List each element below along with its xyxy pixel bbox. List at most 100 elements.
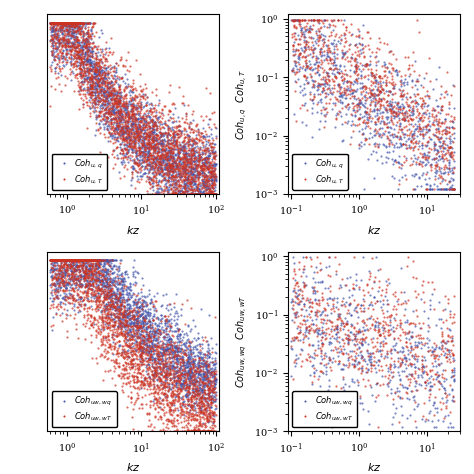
Point (359, 307, 367, 314)
Point (91, 72, 99, 80)
Point (53, 46, 60, 53)
Point (54, 282, 62, 289)
Point (124, 329, 131, 337)
Point (188, 401, 195, 409)
Point (83, 98, 91, 106)
Point (103, 290, 111, 297)
Point (387, 368, 395, 376)
Point (397, 336, 404, 344)
Point (53, 256, 60, 264)
Point (144, 345, 152, 353)
Point (168, 163, 175, 170)
Point (105, 118, 113, 125)
Point (171, 173, 178, 180)
Point (400, 367, 408, 374)
Point (68, 19, 76, 27)
Point (84, 29, 91, 36)
Point (382, 154, 390, 161)
Point (69, 22, 77, 30)
Point (123, 290, 131, 298)
Point (68, 41, 76, 49)
Point (89, 256, 97, 264)
Point (50, 256, 57, 264)
Point (320, 316, 328, 323)
Point (144, 324, 151, 331)
Point (129, 346, 137, 354)
Point (128, 325, 136, 332)
Point (103, 310, 111, 318)
Point (79, 256, 87, 264)
Point (195, 368, 202, 376)
Point (108, 290, 115, 297)
Point (351, 304, 359, 311)
Point (435, 163, 443, 171)
Point (133, 134, 141, 141)
Point (356, 305, 363, 312)
Point (126, 308, 134, 315)
Point (121, 347, 128, 355)
Point (155, 383, 162, 391)
Point (54, 256, 61, 264)
Point (187, 170, 194, 177)
Point (103, 126, 110, 133)
Point (53, 256, 61, 264)
Point (49, 50, 57, 57)
Point (170, 164, 177, 171)
Point (69, 38, 76, 46)
Point (139, 315, 147, 322)
Point (93, 256, 101, 264)
Point (69, 294, 76, 302)
Point (62, 35, 70, 43)
Point (130, 143, 137, 150)
Point (208, 393, 215, 401)
Point (166, 167, 174, 174)
Point (374, 129, 382, 137)
Point (146, 377, 154, 384)
Point (163, 383, 170, 391)
Point (190, 149, 197, 156)
Point (192, 387, 200, 394)
Point (121, 317, 129, 325)
Point (188, 370, 195, 378)
Point (194, 364, 201, 372)
Point (388, 420, 396, 428)
Point (339, 20, 347, 28)
Point (56, 278, 64, 286)
Point (150, 374, 157, 382)
Point (208, 386, 215, 394)
Point (402, 93, 410, 101)
Point (331, 73, 339, 81)
Point (120, 126, 128, 133)
Point (117, 96, 124, 103)
Point (163, 383, 171, 390)
Point (156, 160, 164, 168)
Point (307, 353, 314, 360)
Point (436, 122, 444, 129)
Point (110, 62, 118, 70)
Point (373, 347, 380, 355)
Point (77, 24, 85, 32)
Point (362, 63, 370, 70)
Point (74, 22, 82, 30)
Point (95, 59, 103, 66)
Point (156, 154, 164, 162)
Point (200, 379, 208, 387)
Point (157, 165, 165, 173)
Point (326, 355, 333, 363)
Point (76, 90, 84, 98)
Point (344, 309, 351, 316)
Point (326, 330, 333, 338)
Point (302, 324, 310, 331)
Point (201, 150, 209, 157)
Point (89, 80, 96, 87)
Point (434, 156, 441, 164)
Point (130, 379, 137, 386)
Point (147, 131, 155, 138)
Point (191, 178, 199, 185)
Point (348, 87, 356, 94)
Point (193, 416, 201, 423)
Point (154, 142, 161, 149)
Point (118, 298, 126, 306)
Point (351, 112, 359, 119)
Point (192, 384, 200, 392)
